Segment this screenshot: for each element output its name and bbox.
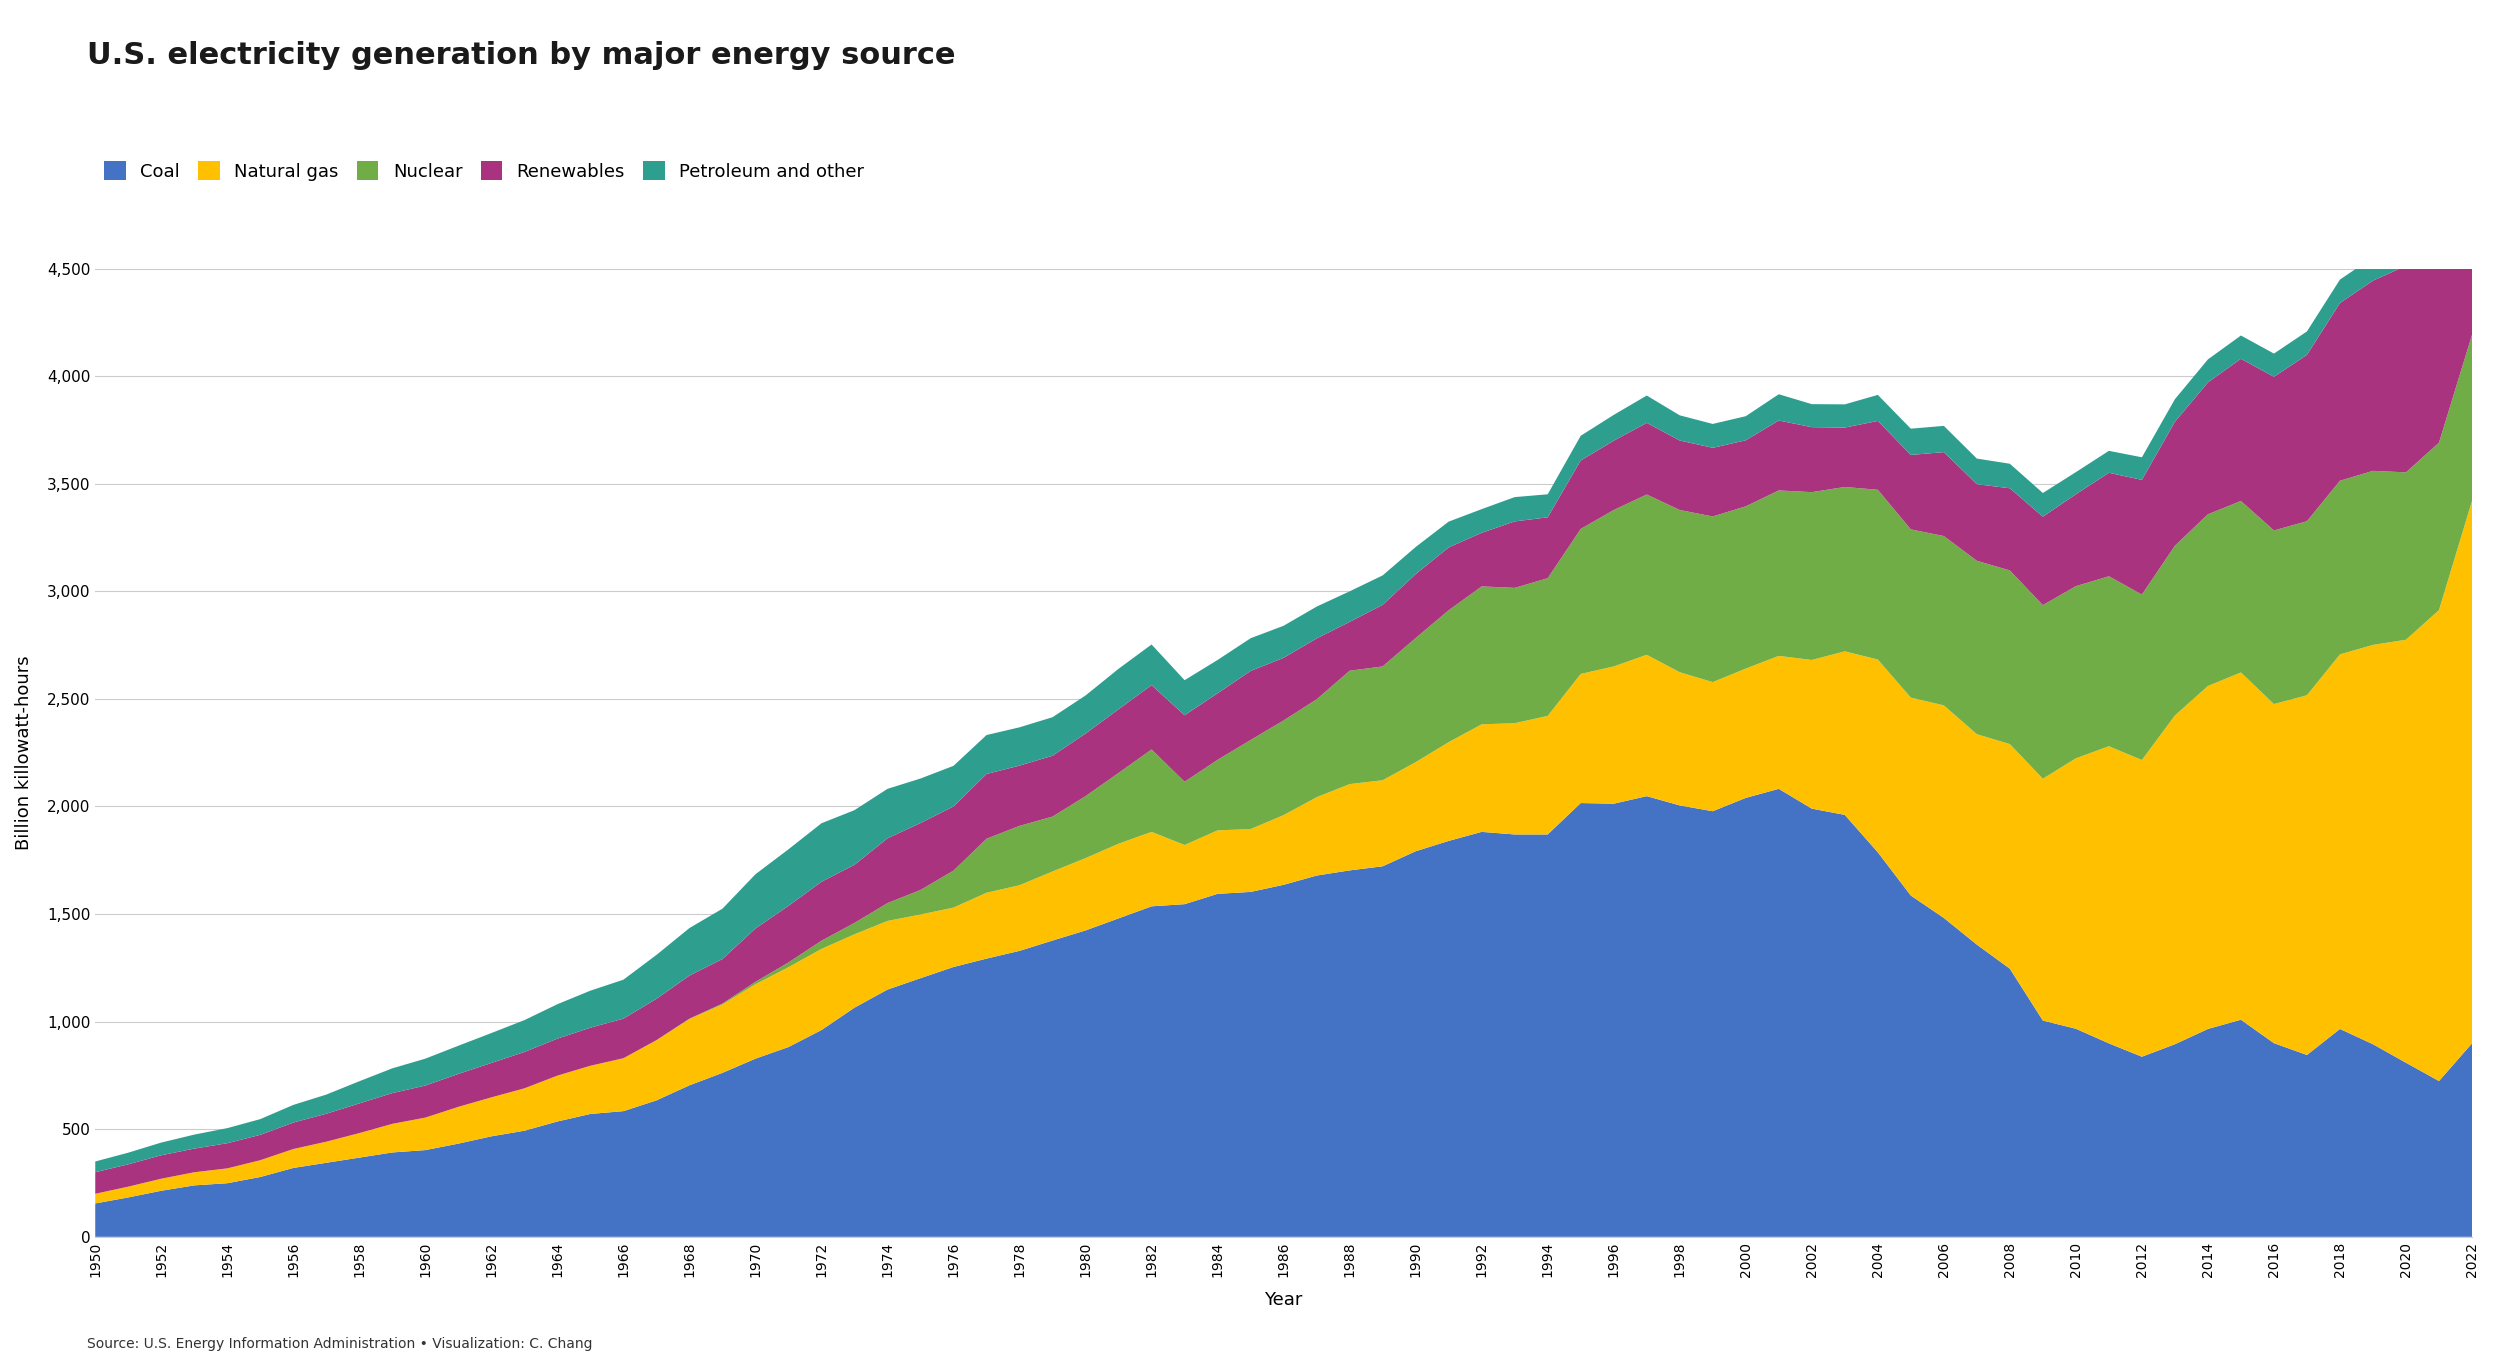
- Y-axis label: Billion killowatt-hours: Billion killowatt-hours: [15, 655, 32, 850]
- Legend: Coal, Natural gas, Nuclear, Renewables, Petroleum and other: Coal, Natural gas, Nuclear, Renewables, …: [105, 161, 865, 180]
- Text: U.S. electricity generation by major energy source: U.S. electricity generation by major ene…: [87, 41, 955, 70]
- Text: Source: U.S. Energy Information Administration • Visualization: C. Chang: Source: U.S. Energy Information Administ…: [87, 1338, 594, 1351]
- X-axis label: Year: Year: [1264, 1291, 1302, 1309]
